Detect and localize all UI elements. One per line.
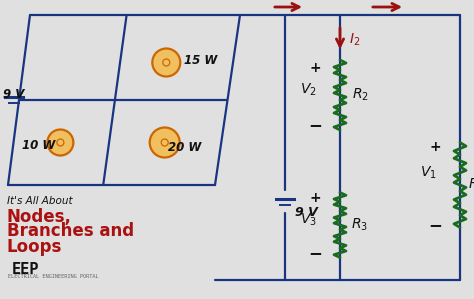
Text: Nodes,: Nodes, [7, 208, 72, 226]
Text: 10 W: 10 W [22, 139, 56, 152]
Text: +: + [309, 61, 321, 75]
Text: $R_3$: $R_3$ [352, 217, 368, 233]
Text: It's All About: It's All About [7, 196, 73, 206]
Text: −: − [308, 244, 322, 262]
Text: $I_2$: $I_2$ [349, 32, 360, 48]
Circle shape [150, 127, 180, 158]
Text: +: + [429, 140, 441, 154]
Text: −: − [428, 216, 442, 234]
Text: EEP: EEP [12, 262, 39, 277]
Text: $I$: $I$ [267, 0, 273, 2]
Circle shape [152, 48, 180, 77]
Text: 15 W: 15 W [184, 54, 218, 67]
Text: 9 V: 9 V [3, 88, 24, 100]
Text: −: − [308, 116, 322, 134]
Text: Branches and: Branches and [7, 222, 134, 240]
Text: $V_3$: $V_3$ [300, 212, 317, 228]
Text: $I_1$: $I_1$ [362, 0, 374, 2]
Text: $R_1$: $R_1$ [468, 177, 474, 193]
Text: $V_2$: $V_2$ [300, 82, 316, 98]
Text: $R_2$: $R_2$ [352, 87, 368, 103]
Text: Loops: Loops [7, 238, 63, 256]
Text: 20 W: 20 W [168, 141, 201, 154]
Circle shape [47, 129, 73, 155]
Text: ELECTRICAL ENGINEERING PORTAL: ELECTRICAL ENGINEERING PORTAL [8, 274, 99, 279]
Text: +: + [309, 191, 321, 205]
Text: $V_1$: $V_1$ [419, 165, 437, 181]
Text: 9 V: 9 V [295, 205, 318, 219]
